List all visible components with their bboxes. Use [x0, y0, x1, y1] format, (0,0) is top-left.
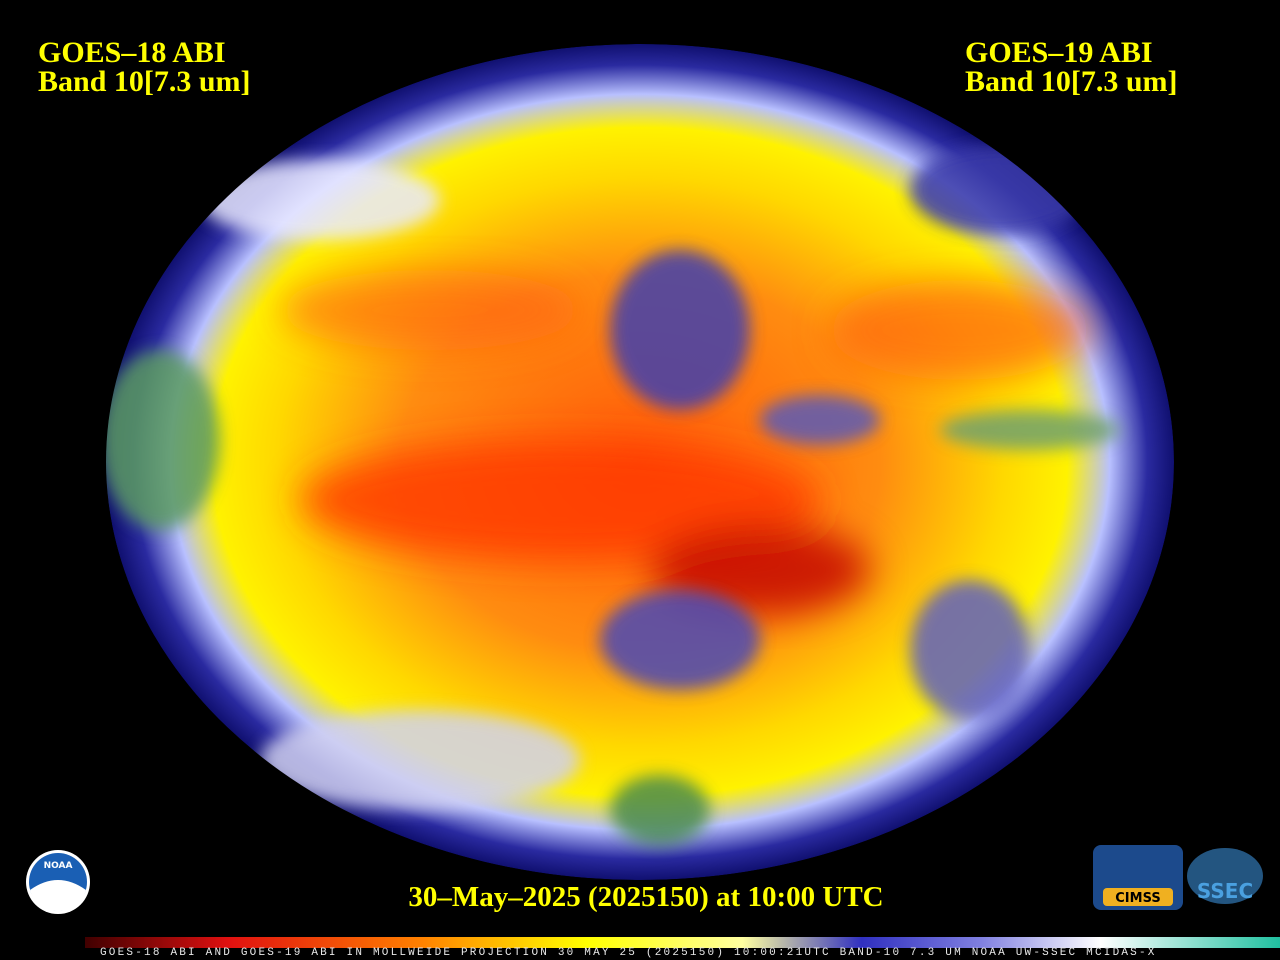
right-satellite: GOES–19 ABI [965, 36, 1153, 69]
timestamp: 30–May–2025 (2025150) at 10:00 UTC [408, 881, 883, 913]
color-bar [85, 937, 1280, 948]
noaa-logo: NOAA [26, 850, 90, 914]
cimss-text: CIMSS [1115, 891, 1160, 906]
left-band: Band 10[7.3 um] [38, 65, 251, 98]
ssec-logo: SSEC [1187, 848, 1263, 904]
earth-disk [106, 44, 1174, 880]
right-band: Band 10[7.3 um] [965, 65, 1178, 98]
left-satellite: GOES–18 ABI [38, 36, 226, 69]
cimss-logo: CIMSS [1093, 845, 1183, 910]
ssec-text: SSEC [1197, 879, 1253, 903]
noaa-text: NOAA [44, 861, 73, 871]
